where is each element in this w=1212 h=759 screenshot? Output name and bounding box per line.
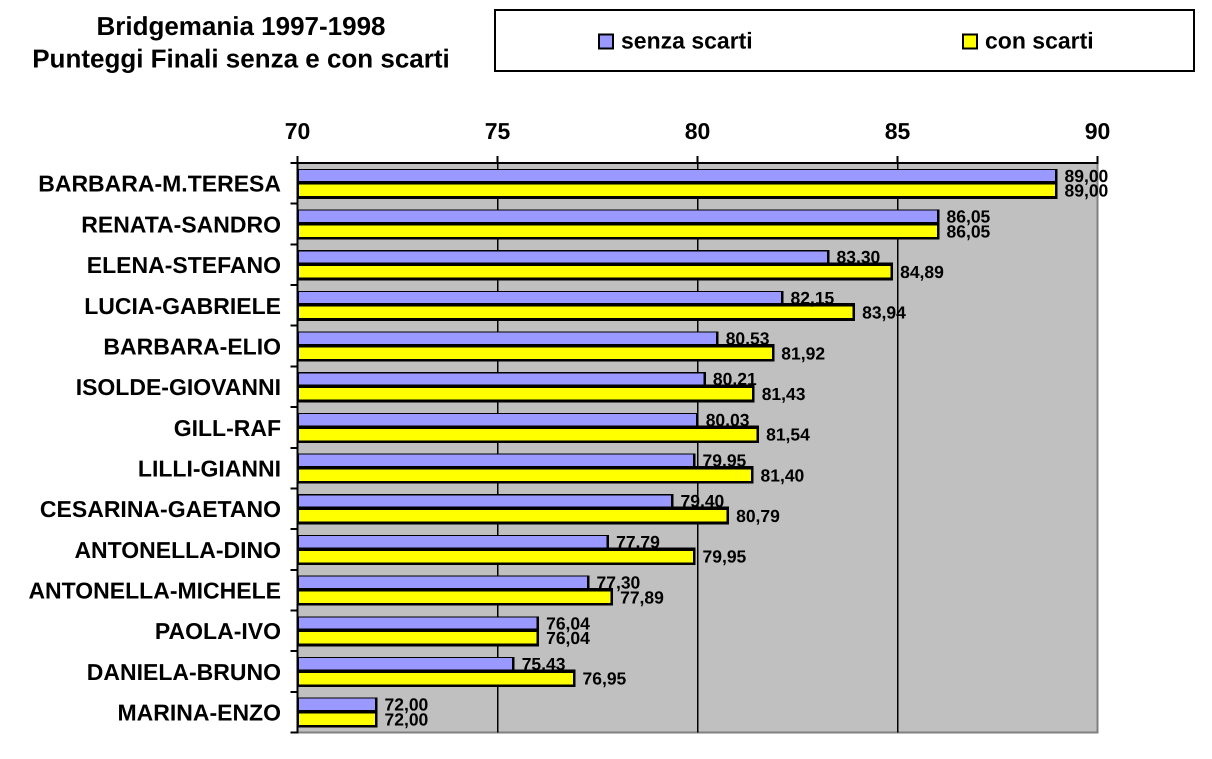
svg-text:ELENA-STEFANO: ELENA-STEFANO	[87, 252, 281, 278]
svg-text:Bridgemania 1997-1998: Bridgemania 1997-1998	[96, 11, 385, 41]
svg-text:LUCIA-GABRIELE: LUCIA-GABRIELE	[84, 293, 281, 319]
svg-text:83,30: 83,30	[837, 247, 881, 267]
svg-text:79,40: 79,40	[681, 491, 725, 511]
svg-text:CESARINA-GAETANO: CESARINA-GAETANO	[40, 496, 281, 522]
svg-text:77,79: 77,79	[616, 532, 660, 552]
svg-text:76,04: 76,04	[546, 613, 590, 633]
svg-text:LILLI-GIANNI: LILLI-GIANNI	[138, 455, 281, 481]
svg-text:80,21: 80,21	[713, 369, 757, 389]
svg-text:BARBARA-M.TERESA: BARBARA-M.TERESA	[38, 171, 281, 197]
svg-text:89,00: 89,00	[1065, 181, 1109, 201]
svg-text:86,05: 86,05	[947, 221, 991, 241]
svg-text:72,00: 72,00	[385, 709, 429, 729]
svg-text:79,95: 79,95	[703, 451, 747, 471]
svg-text:79,95: 79,95	[703, 547, 747, 567]
svg-text:77,89: 77,89	[620, 587, 664, 607]
svg-text:MARINA-ENZO: MARINA-ENZO	[117, 700, 281, 726]
svg-text:80,03: 80,03	[706, 410, 750, 430]
svg-text:81,54: 81,54	[766, 425, 810, 445]
svg-text:76,04: 76,04	[546, 628, 590, 648]
svg-text:Punteggi Finali senza e con sc: Punteggi Finali senza e con scarti	[32, 44, 450, 74]
svg-text:81,40: 81,40	[761, 465, 805, 485]
svg-text:con scarti: con scarti	[985, 28, 1094, 54]
svg-text:90: 90	[1085, 118, 1111, 144]
svg-text:75,43: 75,43	[522, 654, 566, 674]
svg-text:RENATA-SANDRO: RENATA-SANDRO	[81, 211, 281, 237]
svg-text:DANIELA-BRUNO: DANIELA-BRUNO	[87, 659, 281, 685]
svg-text:BARBARA-ELIO: BARBARA-ELIO	[103, 333, 281, 359]
svg-text:ISOLDE-GIOVANNI: ISOLDE-GIOVANNI	[76, 374, 281, 400]
svg-text:80,53: 80,53	[726, 329, 770, 349]
svg-text:ANTONELLA-MICHELE: ANTONELLA-MICHELE	[28, 578, 281, 604]
svg-text:85: 85	[885, 118, 911, 144]
svg-text:76,95: 76,95	[583, 669, 627, 689]
svg-text:PAOLA-IVO: PAOLA-IVO	[155, 618, 281, 644]
svg-text:75: 75	[485, 118, 511, 144]
svg-text:senza scarti: senza scarti	[621, 28, 753, 54]
svg-text:82,15: 82,15	[791, 288, 835, 308]
svg-text:77,30: 77,30	[597, 573, 641, 593]
svg-text:GILL-RAF: GILL-RAF	[174, 415, 281, 441]
svg-text:80,79: 80,79	[736, 506, 780, 526]
svg-text:80: 80	[685, 118, 711, 144]
svg-text:72,00: 72,00	[385, 695, 429, 715]
svg-text:81,43: 81,43	[762, 384, 806, 404]
svg-text:89,00: 89,00	[1065, 166, 1109, 186]
svg-text:ANTONELLA-DINO: ANTONELLA-DINO	[74, 537, 281, 563]
svg-text:70: 70	[285, 118, 311, 144]
svg-text:84,89: 84,89	[900, 262, 944, 282]
svg-text:83,94: 83,94	[862, 303, 906, 323]
svg-text:86,05: 86,05	[947, 206, 991, 226]
svg-text:81,92: 81,92	[781, 343, 825, 363]
